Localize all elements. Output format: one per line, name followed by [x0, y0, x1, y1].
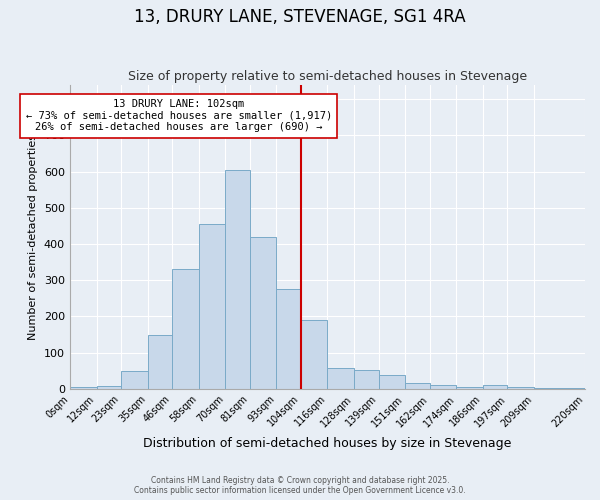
Bar [456, 387, 483, 389]
Bar [483, 386, 507, 389]
Bar [301, 320, 328, 389]
Bar [507, 387, 534, 389]
X-axis label: Distribution of semi-detached houses by size in Stevenage: Distribution of semi-detached houses by … [143, 437, 512, 450]
Bar [97, 386, 121, 389]
Bar [70, 387, 97, 389]
Bar [121, 371, 148, 389]
Bar [172, 270, 199, 389]
Text: Contains HM Land Registry data © Crown copyright and database right 2025.
Contai: Contains HM Land Registry data © Crown c… [134, 476, 466, 495]
Text: 13 DRURY LANE: 102sqm
← 73% of semi-detached houses are smaller (1,917)
26% of s: 13 DRURY LANE: 102sqm ← 73% of semi-deta… [26, 99, 332, 132]
Bar [250, 237, 277, 389]
Bar [226, 170, 250, 389]
Bar [277, 290, 301, 389]
Bar [379, 376, 405, 389]
Bar [534, 388, 585, 389]
Bar [405, 384, 430, 389]
Y-axis label: Number of semi-detached properties: Number of semi-detached properties [28, 134, 38, 340]
Bar [354, 370, 379, 389]
Title: Size of property relative to semi-detached houses in Stevenage: Size of property relative to semi-detach… [128, 70, 527, 84]
Text: 13, DRURY LANE, STEVENAGE, SG1 4RA: 13, DRURY LANE, STEVENAGE, SG1 4RA [134, 8, 466, 26]
Bar [148, 334, 172, 389]
Bar [199, 224, 226, 389]
Bar [328, 368, 354, 389]
Bar [430, 386, 456, 389]
